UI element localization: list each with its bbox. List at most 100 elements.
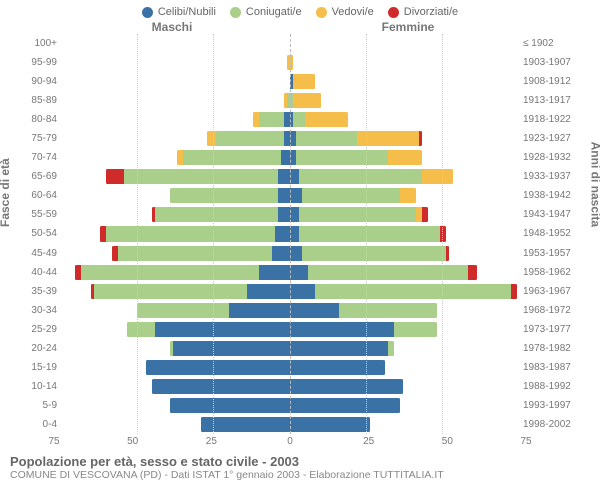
bar-row-male — [60, 301, 290, 320]
bar-segment — [296, 149, 388, 166]
bar-row-male — [60, 110, 290, 129]
x-tick: 50 — [127, 436, 138, 447]
bar-segment — [207, 130, 216, 147]
bar-row-female — [290, 396, 520, 415]
bar-row-female — [290, 263, 520, 282]
bar-segment — [290, 187, 302, 204]
bar-segment — [293, 92, 321, 109]
bar-segment — [272, 245, 290, 262]
birth-label: 1938-1942 — [523, 190, 581, 201]
bar-row-male — [60, 377, 290, 396]
bar-row-male — [60, 282, 290, 301]
bar-row-male — [60, 320, 290, 339]
birth-label: 1968-1972 — [523, 305, 581, 316]
legend-item: Celibi/Nubili — [142, 6, 216, 18]
bar-segment — [290, 321, 394, 338]
x-tick: 75 — [520, 436, 531, 447]
gridline — [137, 34, 138, 434]
bar-segment — [290, 397, 400, 414]
legend-swatch — [230, 7, 241, 18]
y-axis-left-label: Fasce di età — [0, 158, 12, 227]
legend-item: Coniugati/e — [230, 6, 302, 18]
age-label: 85-89 — [19, 95, 57, 106]
bar-segment — [296, 130, 357, 147]
bar-segment — [468, 264, 477, 281]
bar-row-female — [290, 148, 520, 167]
bar-segment — [127, 321, 155, 338]
bar-segment — [290, 168, 299, 185]
bar-segment — [94, 283, 247, 300]
birth-label: 1993-1997 — [523, 400, 581, 411]
bar-segment — [247, 283, 290, 300]
bar-row-female — [290, 129, 520, 148]
bar-segment — [290, 359, 385, 376]
female-title: Femmine — [290, 20, 526, 34]
bar-row-male — [60, 186, 290, 205]
bar-row-female — [290, 339, 520, 358]
bar-segment — [81, 264, 259, 281]
age-label: 40-44 — [19, 267, 57, 278]
bar-row-female — [290, 358, 520, 377]
birth-label: 1933-1937 — [523, 171, 581, 182]
bar-row-male — [60, 129, 290, 148]
male-title: Maschi — [54, 20, 290, 34]
bar-segment — [302, 245, 446, 262]
center-line — [290, 34, 291, 434]
footer: Popolazione per età, sesso e stato civil… — [0, 454, 600, 481]
bar-segment — [183, 149, 281, 166]
age-label: 70-74 — [19, 152, 57, 163]
birth-label: 1983-1987 — [523, 362, 581, 373]
x-tick: 25 — [206, 436, 217, 447]
age-label: 75-79 — [19, 133, 57, 144]
bar-segment — [155, 206, 278, 223]
legend-swatch — [316, 7, 327, 18]
age-label: 45-49 — [19, 248, 57, 259]
bar-row-female — [290, 224, 520, 243]
legend-item: Vedovi/e — [316, 6, 374, 18]
x-axis: 7550250255075 — [0, 436, 600, 450]
bar-segment — [290, 264, 308, 281]
bar-segment — [339, 302, 437, 319]
age-label: 5-9 — [19, 400, 57, 411]
bar-row-male — [60, 72, 290, 91]
age-label: 25-29 — [19, 324, 57, 335]
bar-row-female — [290, 205, 520, 224]
birth-label: 1988-1992 — [523, 381, 581, 392]
birth-label: 1948-1952 — [523, 228, 581, 239]
bar-row-female — [290, 167, 520, 186]
legend-label: Celibi/Nubili — [158, 6, 216, 18]
bar-segment — [278, 187, 290, 204]
bar-row-male — [60, 263, 290, 282]
side-titles: Maschi Femmine — [0, 20, 600, 34]
legend-swatch — [142, 7, 153, 18]
bar-segment — [290, 245, 302, 262]
male-half — [60, 34, 290, 434]
female-half — [290, 34, 520, 434]
bar-segment — [170, 187, 277, 204]
birth-label: 1928-1932 — [523, 152, 581, 163]
bar-segment — [290, 416, 370, 433]
birth-label: 1963-1967 — [523, 286, 581, 297]
birth-label: 1908-1912 — [523, 76, 581, 87]
chart-subtitle: COMUNE DI VESCOVANA (PD) - Dati ISTAT 1°… — [10, 469, 590, 481]
x-tick: 75 — [48, 436, 59, 447]
bar-segment — [422, 206, 428, 223]
bar-row-female — [290, 34, 520, 53]
bar-segment — [299, 168, 422, 185]
age-label: 90-94 — [19, 76, 57, 87]
age-label: 10-14 — [19, 381, 57, 392]
birth-label: ≤ 1902 — [523, 38, 581, 49]
legend-label: Coniugati/e — [246, 6, 302, 18]
gridline — [213, 34, 214, 434]
age-label: 30-34 — [19, 305, 57, 316]
age-label: 95-99 — [19, 57, 57, 68]
birth-label: 1923-1927 — [523, 133, 581, 144]
age-label: 60-64 — [19, 190, 57, 201]
bar-row-male — [60, 148, 290, 167]
bar-segment — [299, 225, 440, 242]
bar-row-female — [290, 320, 520, 339]
bar-segment — [290, 302, 339, 319]
bar-row-female — [290, 244, 520, 263]
bar-segment — [281, 149, 290, 166]
age-label: 0-4 — [19, 419, 57, 430]
